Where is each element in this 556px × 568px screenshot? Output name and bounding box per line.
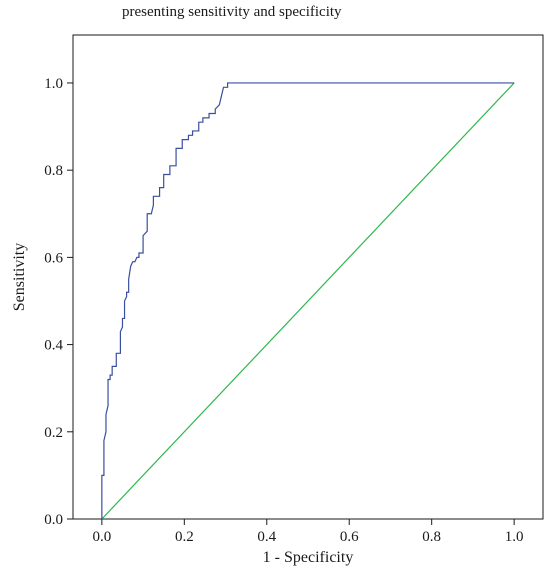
x-tick-label: 0.0 [92, 529, 111, 545]
x-tick-label: 1.0 [505, 529, 524, 545]
x-tick-label: 0.6 [340, 529, 359, 545]
y-tick-label: 1.0 [44, 76, 63, 92]
y-tick-label: 0.4 [44, 338, 63, 354]
x-tick-label: 0.2 [175, 529, 194, 545]
x-tick-label: 0.4 [257, 529, 276, 545]
y-axis-label: Sensitivity [11, 243, 28, 311]
y-axis: 0.0 0.2 0.4 0.6 0.8 1.0 [44, 76, 73, 528]
y-tick-label: 0.8 [44, 163, 63, 179]
reference-diagonal-line [101, 82, 515, 520]
x-axis: 0.0 0.2 0.4 0.6 0.8 1.0 [92, 519, 524, 545]
y-tick-label: 0.2 [44, 425, 63, 441]
x-axis-label: 1 - Specificity [263, 549, 354, 566]
plot-lines [101, 82, 515, 520]
plot-area-frame [72, 34, 544, 520]
y-tick-label: 0.0 [44, 512, 63, 528]
roc-curve-line [101, 82, 515, 519]
y-tick-label: 0.6 [44, 250, 63, 266]
chart-title: presenting sensitivity and specificity [122, 4, 342, 20]
x-tick-label: 0.8 [422, 529, 441, 545]
